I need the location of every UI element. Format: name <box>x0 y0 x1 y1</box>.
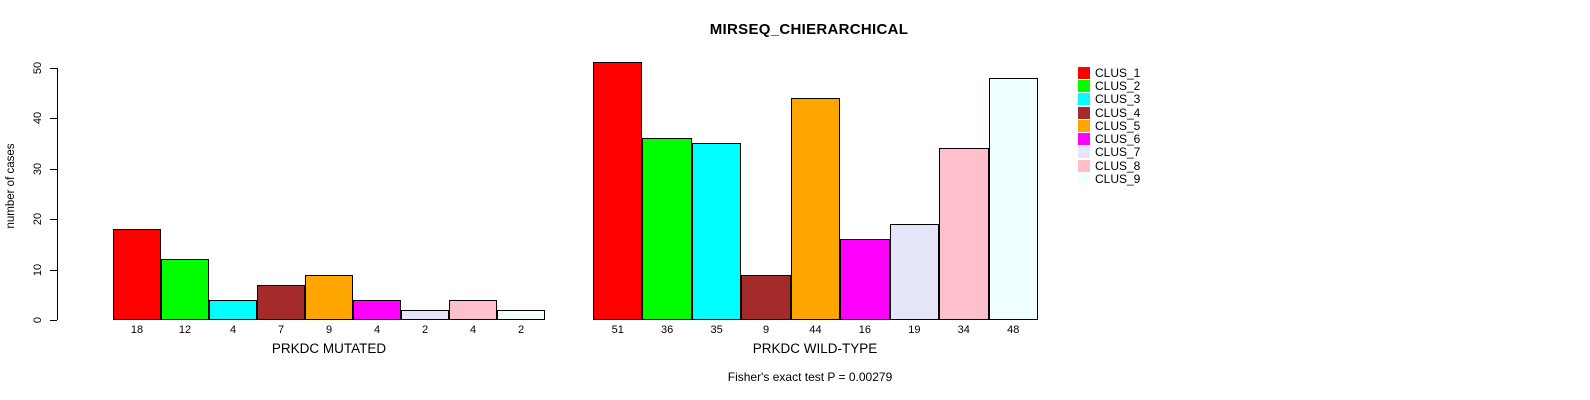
bar-clus_8 <box>449 299 497 320</box>
bar-value-label: 36 <box>661 324 674 336</box>
bar-value-label: 4 <box>229 324 237 336</box>
bar-value-label: 16 <box>858 324 872 336</box>
legend-entry-clus_1: CLUS_1 <box>1078 66 1140 79</box>
bar-clus_9 <box>988 77 1038 320</box>
chart-title: MIRSEQ_CHIERARCHICAL <box>709 21 909 38</box>
legend: CLUS_1 CLUS_2 CLUS_3 CLUS_4 CLUS_5 CLUS_6 CLUS… <box>1078 66 1140 186</box>
bar-clus_1 <box>593 62 643 320</box>
bar-clus_2 <box>161 259 209 320</box>
bar-clus_7 <box>889 224 940 320</box>
x-axis-label-mutated: PRKDC MUTATED <box>271 341 387 356</box>
bar-clus_4 <box>741 274 791 320</box>
legend-label: CLUS_9 <box>1095 172 1141 187</box>
bar-clus_2 <box>642 138 692 320</box>
bar-clus_4 <box>257 284 305 320</box>
legend-entry-clus_6: CLUS_6 <box>1078 132 1141 147</box>
y-tick-label: 40 <box>32 111 44 125</box>
legend-label: CLUS_6 <box>1095 132 1141 147</box>
bar-clus_1 <box>113 229 161 320</box>
bar-value-label: 44 <box>809 324 822 336</box>
legend-entry-clus_5: CLUS_5 <box>1078 119 1140 132</box>
bar-value-label: 34 <box>957 324 970 336</box>
legend-entry-clus_4: CLUS_4 <box>1078 106 1140 119</box>
x-axis-label-wild-type: PRKDC WILD-TYPE <box>752 341 878 356</box>
y-tick-label: 20 <box>32 212 44 226</box>
legend-entry-clus_3: CLUS_3 <box>1078 93 1140 106</box>
caption: Fisher's exact test P = 0.00279 <box>727 370 893 384</box>
legend-label: CLUS_3 <box>1095 92 1141 107</box>
legend-swatch <box>1078 119 1090 132</box>
bar-value-label: 4 <box>469 324 477 336</box>
legend-label: CLUS_4 <box>1095 105 1141 120</box>
legend-label: CLUS_2 <box>1095 78 1141 93</box>
legend-swatch <box>1078 93 1090 106</box>
legend-swatch <box>1078 146 1090 159</box>
bar-clus_3 <box>209 299 257 320</box>
bar-value-label: 19 <box>908 324 921 336</box>
y-tick <box>50 219 57 220</box>
y-tick-label: 50 <box>32 61 44 74</box>
bar-value-label: 2 <box>421 324 429 336</box>
y-tick-label: 0 <box>32 316 44 324</box>
legend-entry-clus_8: CLUS_8 <box>1078 159 1140 172</box>
bar-value-label: 7 <box>277 324 285 336</box>
bar-value-label: 4 <box>373 324 381 336</box>
bar-value-label: 2 <box>517 324 525 336</box>
legend-swatch <box>1078 79 1090 92</box>
bar-clus_5 <box>790 97 841 320</box>
legend-entry-clus_7: CLUS_7 <box>1078 146 1140 159</box>
y-tick-label: 30 <box>32 162 44 175</box>
y-axis-line <box>57 67 58 320</box>
bar-clus_9 <box>497 309 545 320</box>
bar-clus_6 <box>353 299 401 320</box>
y-tick <box>50 168 57 170</box>
y-tick <box>50 320 57 321</box>
legend-label: CLUS_1 <box>1095 65 1141 80</box>
y-tick-label: 10 <box>32 263 44 276</box>
bar-clus_7 <box>401 309 449 320</box>
y-tick <box>50 67 57 69</box>
bar-clus_8 <box>939 148 989 320</box>
legend-label: CLUS_8 <box>1095 158 1141 173</box>
legend-label: CLUS_7 <box>1095 145 1141 160</box>
y-tick <box>50 269 57 271</box>
bar-value-label: 12 <box>178 324 192 336</box>
legend-swatch <box>1078 159 1090 172</box>
legend-entry-clus_2: CLUS_2 <box>1078 79 1140 92</box>
bar-clus_3 <box>691 143 742 320</box>
legend-swatch <box>1078 66 1090 79</box>
legend-swatch <box>1078 133 1090 146</box>
bar-value-label: 9 <box>762 324 770 336</box>
bar-value-label: 51 <box>611 324 624 336</box>
bar-value-label: 35 <box>710 324 723 336</box>
legend-swatch <box>1078 106 1090 119</box>
legend-label: CLUS_5 <box>1095 118 1141 133</box>
bar-clus_6 <box>840 239 890 320</box>
bar-value-label: 9 <box>325 324 333 336</box>
bar-clus_5 <box>305 274 353 320</box>
legend-entry-clus_9: CLUS_9 <box>1078 172 1141 187</box>
y-axis-label: number of cases <box>5 143 17 229</box>
bar-value-label: 18 <box>130 324 144 336</box>
bar-value-label: 48 <box>1007 324 1020 336</box>
legend-swatch <box>1078 173 1090 186</box>
y-tick <box>50 118 57 119</box>
